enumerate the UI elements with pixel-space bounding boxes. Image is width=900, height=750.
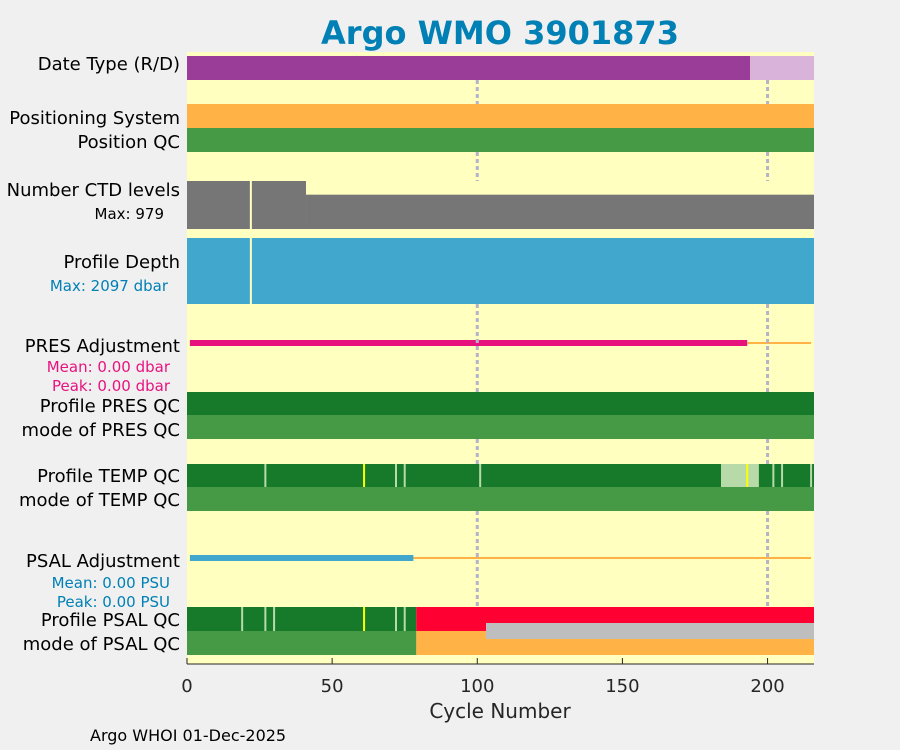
row-label-profile-pres-qc: Profile PRES QC [40,396,180,417]
profile-temp-qc-gap-8 [810,464,813,487]
row-label-position-qc: Position QC [77,132,180,153]
mode-psal-qc-gray-band [485,623,814,639]
profile-temp-qc-gap-7 [781,464,784,487]
ctd-levels-missing-cycle [249,181,252,229]
profile-depth-max-label: Max: 2097 dbar [50,277,169,295]
mode-pres-qc-segment-0 [187,415,814,439]
mode-psal-qc-segment-0 [187,631,417,655]
row-label-pres-adjustment: PRES Adjustment [25,336,180,357]
profile-temp-qc-segment-2 [758,464,814,487]
row-label-profile-psal-qc: Profile PSAL QC [41,610,180,631]
profile-temp-qc-gap-4 [479,464,482,487]
row-label-psal-adjustment: PSAL Adjustment [26,551,180,572]
row-label-mode-temp-qc: mode of TEMP QC [19,490,180,511]
x-tick-label-0: 0 [181,676,192,697]
position-qc-segment-0 [187,128,814,152]
row-label-positioning: Positioning System [9,108,180,129]
profile-pres-qc-segment-0 [187,392,814,415]
chart-title: Argo WMO 3901873 [321,14,679,52]
profile-temp-qc-segment-0 [187,464,722,487]
profile-psal-qc-gap-2 [273,607,276,631]
ctd-levels-bar-main [306,194,814,229]
ctd-levels-bar-early [187,181,307,229]
pres-adjustment-mean-label: Mean: 0.00 dbar [47,358,171,376]
profile-psal-qc-segment-0 [187,607,417,631]
x-axis: 0 50 100 150 200 [181,658,814,697]
row-label-profile-depth: Profile Depth [63,252,180,273]
profile-temp-qc-gap-0 [264,464,267,487]
positioning-segment-0 [187,104,814,128]
psal-adjustment-peak-label: Peak: 0.00 PSU [57,593,170,611]
x-tick-label-150: 150 [605,676,639,697]
x-tick-label-50: 50 [321,676,344,697]
psal-adjustment-mean-label: Mean: 0.00 PSU [52,574,170,592]
profile-temp-qc-gap-3 [403,464,406,487]
footer-credit: Argo WHOI 01-Dec-2025 [90,726,286,745]
profile-psal-qc-gap-1 [264,607,267,631]
profile-temp-qc-segment-1 [721,464,759,487]
row-label-date-type: Date Type (R/D) [38,54,180,75]
profile-temp-qc-gap-2 [395,464,397,487]
row-label-ctd-levels: Number CTD levels [7,180,180,201]
x-tick-label-100: 100 [460,676,494,697]
pres-adjustment-peak-label: Peak: 0.00 dbar [52,377,171,395]
profile-temp-qc-gap-6 [772,464,775,487]
profile-psal-qc-gap-0 [241,607,244,631]
row-label-profile-temp-qc: Profile TEMP QC [37,466,180,487]
row-label-mode-psal-qc: mode of PSAL QC [23,634,180,655]
profile-depth-missing-cycle [249,238,252,304]
profile-psal-qc-gap-3 [363,607,366,631]
x-axis-label: Cycle Number [429,699,571,723]
ctd-levels-max-label: Max: 979 [95,205,164,223]
row-labels: Date Type (R/D) Positioning System Positio… [7,54,180,655]
plot-background [187,52,814,664]
profile-depth-bar [187,238,814,304]
plot-area [187,52,814,664]
date-type-segment-0 [187,56,751,80]
profile-psal-qc-gap-4 [395,607,397,631]
profile-psal-qc-gap-5 [403,607,406,631]
date-type-segment-1 [750,56,814,80]
x-tick-label-200: 200 [750,676,784,697]
mode-temp-qc-segment-0 [187,487,814,511]
profile-temp-qc-gap-5 [746,464,749,487]
mode-psal-qc-segment-1 [416,631,486,655]
row-label-mode-pres-qc: mode of PRES QC [22,420,180,441]
profile-temp-qc-gap-1 [363,464,366,487]
